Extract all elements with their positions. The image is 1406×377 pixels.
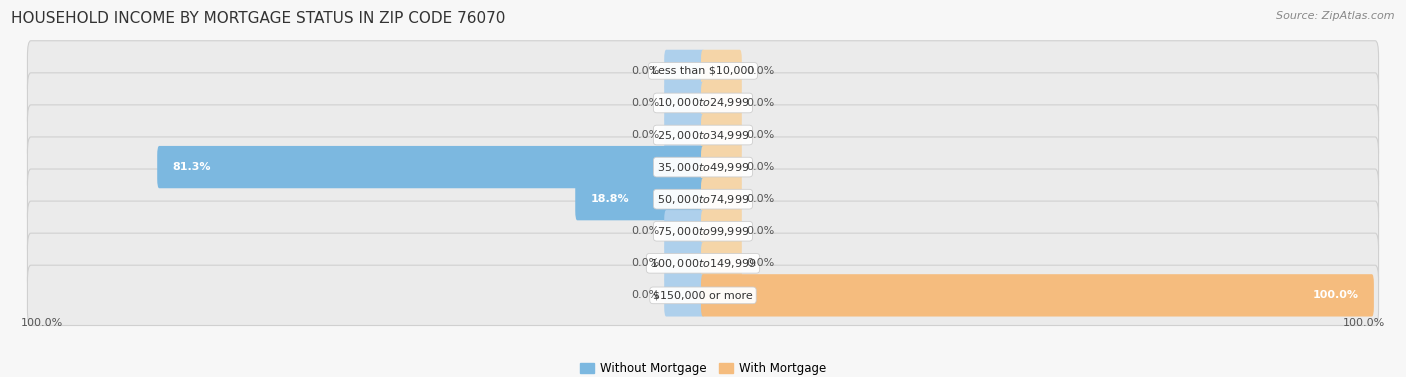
FancyBboxPatch shape <box>28 41 1378 101</box>
FancyBboxPatch shape <box>702 82 742 124</box>
Text: Source: ZipAtlas.com: Source: ZipAtlas.com <box>1277 11 1395 21</box>
Text: 0.0%: 0.0% <box>747 66 775 76</box>
Text: $100,000 to $149,999: $100,000 to $149,999 <box>650 257 756 270</box>
FancyBboxPatch shape <box>702 210 742 252</box>
Legend: Without Mortgage, With Mortgage: Without Mortgage, With Mortgage <box>575 357 831 377</box>
Text: $150,000 or more: $150,000 or more <box>654 290 752 300</box>
Text: 100.0%: 100.0% <box>21 317 63 328</box>
FancyBboxPatch shape <box>702 146 742 188</box>
Text: 0.0%: 0.0% <box>631 98 659 108</box>
FancyBboxPatch shape <box>28 169 1378 229</box>
FancyBboxPatch shape <box>702 242 742 285</box>
Text: Less than $10,000: Less than $10,000 <box>652 66 754 76</box>
Text: 0.0%: 0.0% <box>631 290 659 300</box>
FancyBboxPatch shape <box>702 274 1374 317</box>
Text: 100.0%: 100.0% <box>1312 290 1358 300</box>
Text: $10,000 to $24,999: $10,000 to $24,999 <box>657 97 749 109</box>
FancyBboxPatch shape <box>702 50 742 92</box>
FancyBboxPatch shape <box>28 105 1378 165</box>
Text: 81.3%: 81.3% <box>173 162 211 172</box>
Text: 0.0%: 0.0% <box>631 258 659 268</box>
FancyBboxPatch shape <box>157 146 704 188</box>
Text: 18.8%: 18.8% <box>591 194 630 204</box>
FancyBboxPatch shape <box>664 242 704 285</box>
FancyBboxPatch shape <box>664 210 704 252</box>
Text: $50,000 to $74,999: $50,000 to $74,999 <box>657 193 749 206</box>
FancyBboxPatch shape <box>28 233 1378 293</box>
FancyBboxPatch shape <box>702 114 742 156</box>
Text: 0.0%: 0.0% <box>747 98 775 108</box>
Text: 0.0%: 0.0% <box>631 130 659 140</box>
FancyBboxPatch shape <box>28 265 1378 325</box>
FancyBboxPatch shape <box>664 114 704 156</box>
Text: $75,000 to $99,999: $75,000 to $99,999 <box>657 225 749 238</box>
Text: 100.0%: 100.0% <box>1343 317 1385 328</box>
FancyBboxPatch shape <box>664 274 704 317</box>
Text: 0.0%: 0.0% <box>747 258 775 268</box>
FancyBboxPatch shape <box>664 82 704 124</box>
Text: 0.0%: 0.0% <box>747 194 775 204</box>
Text: 0.0%: 0.0% <box>631 66 659 76</box>
FancyBboxPatch shape <box>28 137 1378 197</box>
Text: HOUSEHOLD INCOME BY MORTGAGE STATUS IN ZIP CODE 76070: HOUSEHOLD INCOME BY MORTGAGE STATUS IN Z… <box>11 11 506 26</box>
Text: 0.0%: 0.0% <box>747 226 775 236</box>
Text: 0.0%: 0.0% <box>631 226 659 236</box>
FancyBboxPatch shape <box>28 201 1378 261</box>
FancyBboxPatch shape <box>702 178 742 220</box>
Text: 0.0%: 0.0% <box>747 130 775 140</box>
Text: $25,000 to $34,999: $25,000 to $34,999 <box>657 129 749 141</box>
Text: 0.0%: 0.0% <box>747 162 775 172</box>
FancyBboxPatch shape <box>575 178 704 220</box>
Text: $35,000 to $49,999: $35,000 to $49,999 <box>657 161 749 173</box>
FancyBboxPatch shape <box>664 50 704 92</box>
FancyBboxPatch shape <box>28 73 1378 133</box>
